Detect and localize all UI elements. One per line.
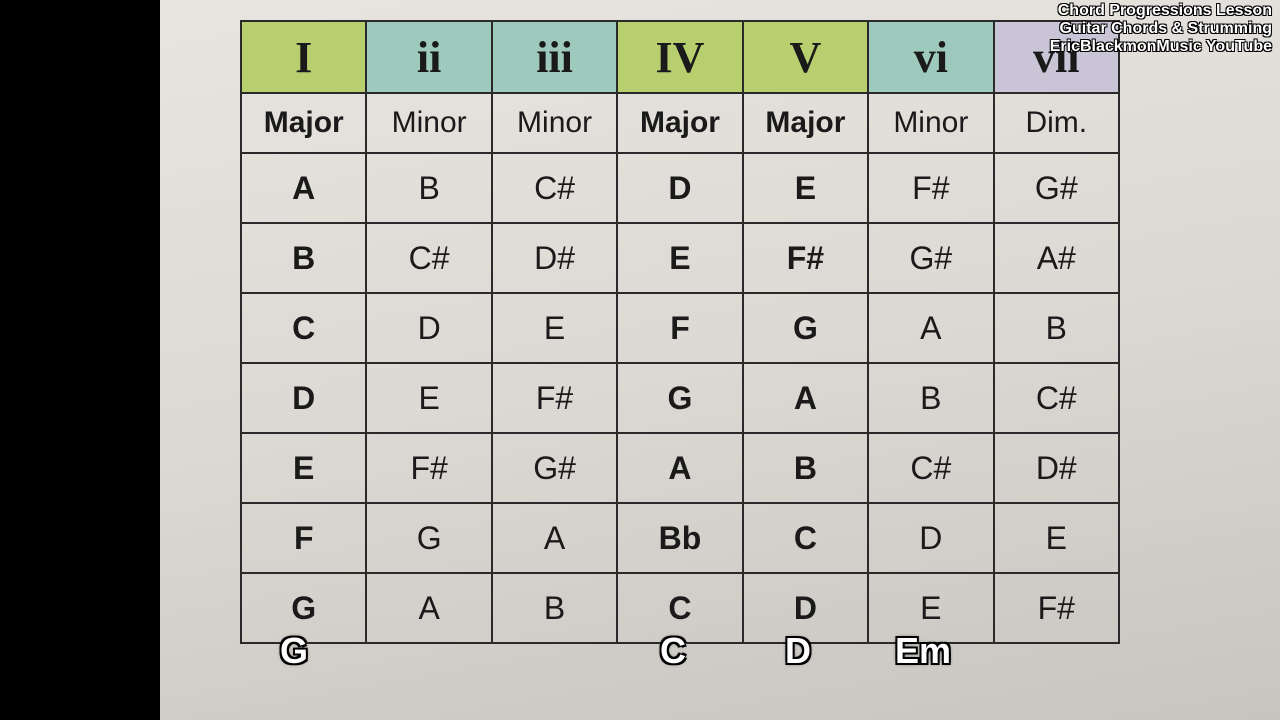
credits-line: Chord Progressions Lesson <box>1050 2 1272 20</box>
chord-quality-cell: Minor <box>868 93 993 153</box>
key-row: ABC#DEF#G# <box>241 153 1119 223</box>
chord-cell: B <box>366 153 491 223</box>
chord-cell: E <box>492 293 617 363</box>
chord-cell: E <box>241 433 366 503</box>
roman-numeral-row: IiiiiiIVVvivii <box>241 21 1119 93</box>
chord-cell: A <box>241 153 366 223</box>
key-row: FGABbCDE <box>241 503 1119 573</box>
chord-cell: C <box>617 573 742 643</box>
chord-cell: D <box>241 363 366 433</box>
chord-cell: D <box>617 153 742 223</box>
roman-numeral-cell: vi <box>868 21 993 93</box>
chord-cell: D <box>868 503 993 573</box>
key-row: EF#G#ABC#D# <box>241 433 1119 503</box>
chord-quality-cell: Major <box>617 93 742 153</box>
roman-numeral-cell: I <box>241 21 366 93</box>
chord-cell: C# <box>994 363 1119 433</box>
chord-quality-cell: Major <box>743 93 868 153</box>
chord-quality-cell: Major <box>241 93 366 153</box>
chord-cell: E <box>617 223 742 293</box>
chord-cell: F# <box>868 153 993 223</box>
chord-cell: G# <box>994 153 1119 223</box>
chord-cell: G <box>743 293 868 363</box>
chord-cell: C <box>743 503 868 573</box>
chord-cell: B <box>241 223 366 293</box>
chord-cell: D# <box>994 433 1119 503</box>
key-row: CDEFGAB <box>241 293 1119 363</box>
key-row: GABCDEF# <box>241 573 1119 643</box>
chord-cell: G <box>366 503 491 573</box>
chord-cell: G <box>241 573 366 643</box>
credits-line: Guitar Chords & Strumming <box>1050 20 1272 38</box>
chord-cell: F# <box>366 433 491 503</box>
roman-numeral-cell: V <box>743 21 868 93</box>
chord-cell: E <box>868 573 993 643</box>
chord-cell: E <box>743 153 868 223</box>
chord-cell: D <box>743 573 868 643</box>
chord-cell: C <box>241 293 366 363</box>
chord-cell: B <box>743 433 868 503</box>
chord-cell: E <box>994 503 1119 573</box>
chord-cell: B <box>492 573 617 643</box>
key-row: BC#D#EF#G#A# <box>241 223 1119 293</box>
chord-cell: D# <box>492 223 617 293</box>
chord-cell: A <box>492 503 617 573</box>
chord-cell: C# <box>868 433 993 503</box>
chord-cell: C# <box>366 223 491 293</box>
roman-numeral-cell: ii <box>366 21 491 93</box>
chord-cell: F# <box>492 363 617 433</box>
chord-cell: F <box>241 503 366 573</box>
chord-cell: F <box>617 293 742 363</box>
chord-cell: A# <box>994 223 1119 293</box>
chord-cell: C# <box>492 153 617 223</box>
chord-cell: A <box>366 573 491 643</box>
chord-cell: F# <box>743 223 868 293</box>
key-row: DEF#GABC# <box>241 363 1119 433</box>
chord-quality-row: MajorMinorMinorMajorMajorMinorDim. <box>241 93 1119 153</box>
chord-cell: E <box>366 363 491 433</box>
chord-cell: Bb <box>617 503 742 573</box>
chord-cell: A <box>868 293 993 363</box>
chord-cell: D <box>366 293 491 363</box>
chord-progression-table: IiiiiiIVVvivii MajorMinorMinorMajorMajor… <box>240 20 1120 644</box>
key-rows: ABC#DEF#G#BC#D#EF#G#A#CDEFGABDEF#GABC#EF… <box>241 153 1119 643</box>
chord-cell: G# <box>868 223 993 293</box>
chord-quality-cell: Minor <box>366 93 491 153</box>
chord-cell: B <box>994 293 1119 363</box>
chord-cell: A <box>743 363 868 433</box>
roman-numeral-cell: IV <box>617 21 742 93</box>
chord-cell: G <box>617 363 742 433</box>
video-credits: Chord Progressions Lesson Guitar Chords … <box>1050 2 1272 56</box>
chord-cell: B <box>868 363 993 433</box>
chord-cell: G# <box>492 433 617 503</box>
chord-quality-cell: Minor <box>492 93 617 153</box>
chord-quality-cell: Dim. <box>994 93 1119 153</box>
roman-numeral-cell: iii <box>492 21 617 93</box>
credits-line: EricBlackmonMusic YouTube <box>1050 38 1272 56</box>
chord-cell: A <box>617 433 742 503</box>
chord-cell: F# <box>994 573 1119 643</box>
